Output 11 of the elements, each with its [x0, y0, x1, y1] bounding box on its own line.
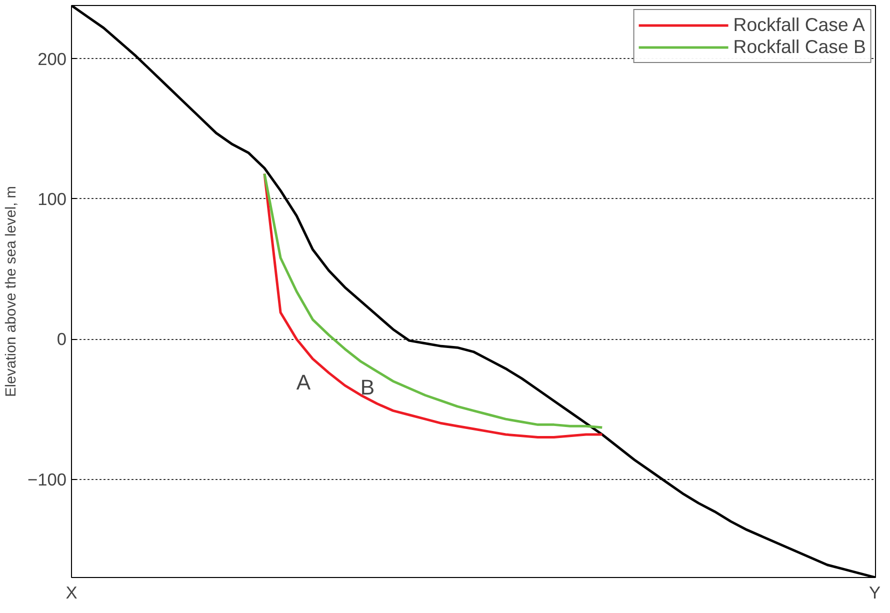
y-tick-label: 0	[56, 329, 67, 350]
y-tick-label: 200	[38, 48, 67, 69]
x-tick-label: X	[66, 582, 78, 602]
y-tick-label: 100	[38, 188, 67, 209]
legend-label: Rockfall Case B	[733, 36, 866, 58]
y-tick-label: −100	[27, 469, 66, 490]
annotation: B	[360, 376, 375, 400]
legend-label: Rockfall Case A	[733, 14, 865, 36]
annotation: A	[296, 370, 312, 394]
x-tick-label: Y	[868, 582, 881, 602]
y-axis-title: Elevation above the sea level, m	[3, 186, 20, 398]
